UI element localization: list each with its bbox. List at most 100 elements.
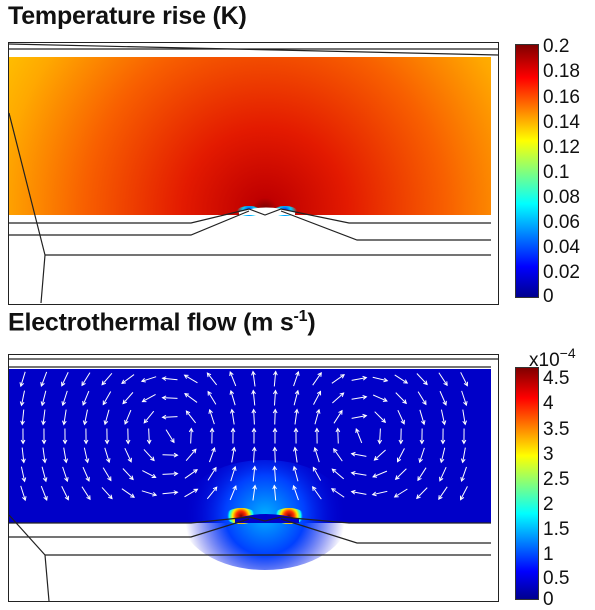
flow-arrow-head	[41, 420, 46, 426]
flow-arrow-head	[371, 491, 377, 497]
flow-arrow	[372, 490, 388, 496]
flow-arrow-head	[295, 370, 300, 376]
flow-arrow-head	[462, 420, 468, 426]
flow-arrow	[293, 466, 299, 482]
flow-arrow	[101, 373, 113, 385]
flow-arrow-head	[272, 427, 278, 433]
flow-arrow-head	[350, 470, 356, 476]
flow-arrow	[333, 410, 343, 424]
flow-arrow-head	[312, 486, 317, 491]
flow-arrow-head	[64, 495, 69, 501]
flow-arrow-head	[422, 400, 427, 406]
flow-arrow	[21, 447, 25, 463]
flow-arrow	[293, 485, 299, 501]
flow-arrow-head	[272, 446, 278, 452]
flow-tick-4.5: 4.5	[543, 368, 570, 389]
flow-arrow	[351, 415, 367, 419]
flow-arrow	[121, 488, 135, 498]
flow-arrow-head	[417, 476, 422, 482]
flow-arrow	[395, 392, 407, 404]
flow-arrow-head	[193, 488, 199, 493]
flow-arrow	[162, 473, 178, 475]
flow-arrow-head	[124, 419, 129, 425]
flow-arrow	[372, 376, 388, 382]
temp-tick-0.14: 0.14	[543, 112, 580, 133]
flow-arrow-head	[418, 458, 423, 464]
flow-arrow	[397, 409, 405, 425]
flow-tick-3.5: 3.5	[543, 419, 570, 440]
flow-arrow-head	[272, 465, 278, 471]
flow-arrow-head	[40, 401, 46, 407]
flow-arrow-head	[251, 370, 256, 376]
flow-arrow-head	[173, 490, 179, 495]
flow-arrow-head	[396, 457, 402, 463]
flow-arrow-head	[252, 484, 257, 490]
flow-arrow-head	[183, 374, 189, 379]
flow-arrow-head	[173, 452, 179, 458]
temperature-panel-title: Temperature rise (K)	[8, 2, 247, 30]
flow-arrow-head	[82, 400, 87, 406]
flow-arrow	[208, 447, 216, 463]
flow-arrow-head	[373, 456, 379, 461]
flow-arrow-head	[20, 420, 25, 426]
flow-tick-0.5: 0.5	[543, 568, 570, 589]
flow-arrow-head	[463, 381, 468, 387]
flow-arrow	[416, 373, 428, 385]
flow-arrow	[312, 486, 322, 500]
flow-arrow	[83, 447, 89, 463]
flow-arrow-head	[314, 427, 320, 433]
flow-arrow	[124, 409, 132, 425]
flow-arrow-head	[206, 372, 212, 378]
flow-arrow	[351, 453, 367, 457]
flow-arrow	[162, 491, 178, 495]
flow-arrow-head	[184, 392, 189, 398]
flow-arrow-head	[350, 451, 356, 457]
flow-arrow-head	[273, 370, 278, 376]
flow-arrow-head	[20, 439, 26, 445]
flow-arrow	[252, 390, 256, 406]
flow-arrow-head	[141, 397, 147, 403]
temperature-plot	[8, 42, 499, 305]
flow-arrow	[162, 397, 178, 399]
flow-arrow-head	[108, 494, 113, 500]
flow-arrow-head	[64, 477, 69, 483]
flow-arrow-head	[127, 457, 132, 463]
flow-arrow-head	[86, 495, 91, 501]
flow-arrow-head	[416, 494, 421, 500]
flow-arrow	[379, 428, 381, 444]
flow-arrow-head	[312, 466, 318, 472]
flow-arrow	[273, 466, 277, 482]
temperature-field-svg	[9, 43, 498, 304]
flow-arrow	[104, 409, 110, 425]
flow-arrow	[460, 372, 468, 386]
flow-arrow-head	[251, 389, 256, 395]
flow-arrow-head	[362, 394, 368, 400]
flow-arrow-head	[423, 380, 428, 386]
flow-arrow-head	[292, 484, 297, 490]
temp-tick-0.12: 0.12	[543, 137, 580, 158]
flow-arrow	[416, 487, 428, 499]
flow-arrow	[122, 392, 134, 404]
flow-arrow-head	[140, 378, 146, 383]
exponent-power: −4	[559, 345, 576, 361]
flow-arrow-head	[372, 473, 378, 478]
flow-arrow	[41, 466, 47, 482]
flow-arrow	[417, 391, 427, 405]
flow-arrow	[372, 394, 388, 402]
flow-arrow-head	[101, 380, 107, 386]
flow-arrow	[165, 429, 175, 443]
flow-arrow	[374, 411, 386, 423]
flow-arrow-head	[42, 458, 47, 464]
flow-arrow	[122, 468, 134, 480]
flow-arrow-head	[212, 466, 217, 472]
flow-tick-1: 1	[543, 544, 554, 565]
flow-arrow	[82, 390, 90, 406]
flow-arrow	[331, 374, 345, 384]
flow-arrow	[229, 371, 237, 387]
flow-arrow-head	[232, 485, 237, 491]
flow-arrow-head	[125, 439, 131, 445]
flow-arrow-head	[438, 495, 443, 501]
flow-arrow	[461, 466, 467, 482]
flow-arrow	[206, 372, 218, 386]
flow-arrow-head	[161, 376, 167, 381]
